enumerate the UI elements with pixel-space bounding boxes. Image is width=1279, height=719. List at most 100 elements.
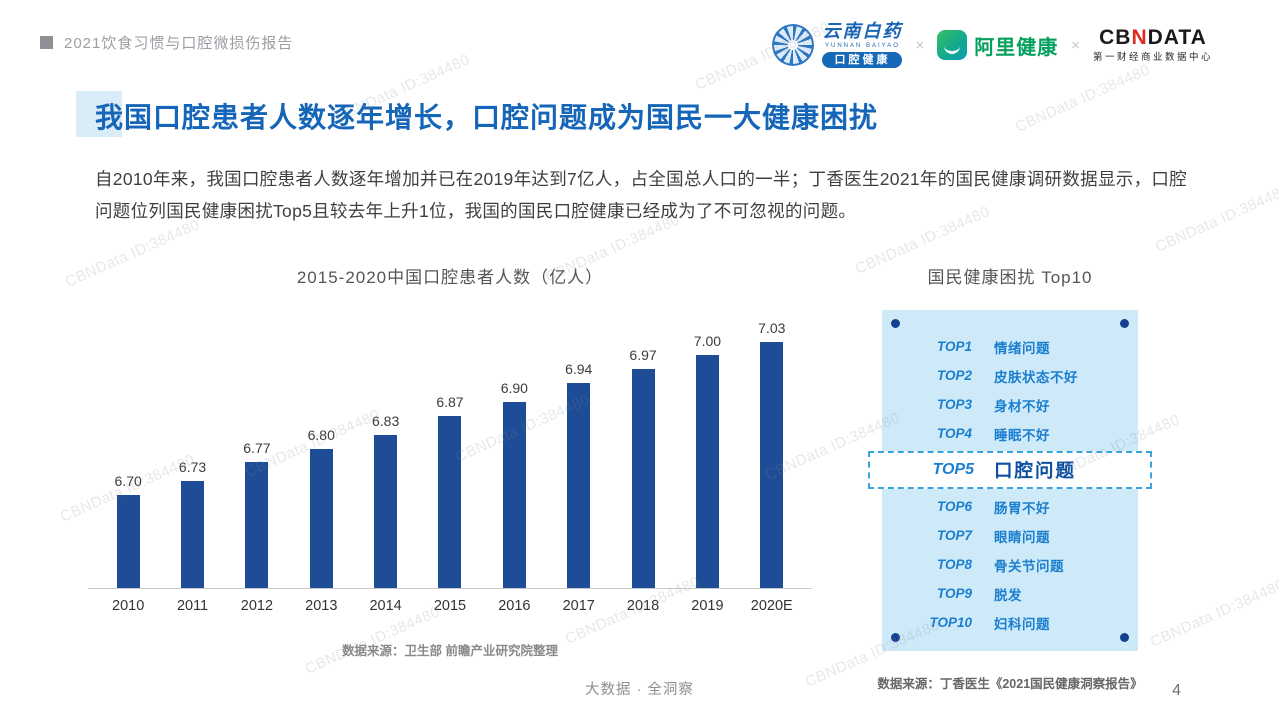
top10-label: 口腔问题 xyxy=(994,460,1077,481)
bar-category-label: 2020E xyxy=(750,598,793,614)
top10-label: 妇科问题 xyxy=(994,616,1050,632)
footer-tagline: 大数据 · 全洞察 xyxy=(585,682,694,698)
bar xyxy=(116,495,140,588)
top10-label: 眼睛问题 xyxy=(994,529,1050,545)
bar xyxy=(438,416,462,588)
bar-column: 6.77 xyxy=(225,440,289,588)
bar-category-label: 2015 xyxy=(433,598,467,614)
top10-rank: TOP8 xyxy=(936,557,972,572)
top10-label: 情绪问题 xyxy=(994,340,1050,356)
top10-label: 身材不好 xyxy=(994,398,1050,414)
top10-rank: TOP7 xyxy=(936,528,972,543)
bar-column: 6.97 xyxy=(611,347,675,588)
corner-dot-icon xyxy=(891,633,900,642)
bar-column: 7.00 xyxy=(675,333,739,588)
top10-row: TOP4 睡眠不好 xyxy=(882,419,1138,448)
bar-value-label: 6.83 xyxy=(371,413,400,429)
top10-row: TOP1 情绪问题 xyxy=(882,332,1138,361)
report-header: 2021饮食习惯与口腔微损伤报告 xyxy=(40,32,293,53)
yunnan-baiyao-text: 云南白药 YUNNAN BAIYAO 口腔健康 xyxy=(822,21,903,69)
top10-rank: TOP9 xyxy=(936,586,972,601)
bar-category-label: 2017 xyxy=(562,598,595,614)
top10-row-highlight: TOP5 口腔问题 xyxy=(868,451,1152,489)
watermark-text: CBNData ID:384480 xyxy=(1147,576,1279,651)
logo-separator: × xyxy=(1071,36,1080,54)
top10-section: 国民健康困扰 Top10 TOP1 情绪问题 TOP2 皮肤状态不好 TOP3 身材不好 T… xyxy=(868,263,1152,692)
bar-category-label: 2012 xyxy=(240,598,274,614)
bar-value-label: 6.70 xyxy=(114,473,142,489)
bar-category-label: 2014 xyxy=(369,598,402,614)
bar xyxy=(695,355,719,588)
top10-list: TOP1 情绪问题 TOP2 皮肤状态不好 TOP3 身材不好 TOP4 睡眠不好 TOP5 口腔… xyxy=(868,332,1152,637)
bar-category-label: 2016 xyxy=(498,598,531,614)
bar-value-label: 6.80 xyxy=(307,427,335,443)
yunnan-baiyao-flower-icon xyxy=(772,23,815,66)
top10-row: TOP8 骨关节问题 xyxy=(882,550,1138,579)
top10-label: 睡眠不好 xyxy=(994,427,1050,443)
bar-value-label: 6.97 xyxy=(629,347,657,363)
top10-row: TOP2 皮肤状态不好 xyxy=(882,361,1138,390)
corner-dot-icon xyxy=(1120,633,1129,642)
yunnan-baiyao-logo: 云南白药 YUNNAN BAIYAO 口腔健康 xyxy=(772,21,903,69)
top10-rank: TOP10 xyxy=(929,615,972,630)
bar-chart-title: 2015-2020中国口腔患者人数（亿人） xyxy=(296,268,604,287)
logo-separator: × xyxy=(915,36,925,54)
top10-rank: TOP5 xyxy=(932,461,975,478)
yunnan-baiyao-en: YUNNAN BAIYAO xyxy=(825,42,900,49)
cbndata-name: CBNDATA xyxy=(1099,26,1207,50)
bar-value-label: 6.90 xyxy=(500,380,528,396)
report-title: 2021饮食习惯与口腔微损伤报告 xyxy=(64,35,294,52)
title-block: 我国口腔患者人数逐年增长，口腔问题成为国民一大健康困扰 xyxy=(76,91,879,137)
top10-row: TOP6 肠胃不好 xyxy=(882,492,1138,521)
bar xyxy=(502,402,526,588)
header-square-icon xyxy=(40,36,53,49)
bar-chart-categories: 2010 2011 2012 2013 2014 2015 2016 2017 2018 2019… xyxy=(88,598,812,614)
bar-column: 6.94 xyxy=(547,361,611,588)
bar-value-label: 6.73 xyxy=(178,459,207,475)
top10-source: 数据来源：丁香医生《2021国民健康洞察报告》 xyxy=(877,677,1143,691)
bar xyxy=(567,383,591,588)
bar-value-label: 6.94 xyxy=(565,361,593,377)
bar xyxy=(245,462,269,588)
top10-rank: TOP4 xyxy=(936,426,972,441)
bar-value-label: 6.77 xyxy=(243,440,271,456)
ali-health-icon xyxy=(937,30,968,60)
bar-column: 6.80 xyxy=(289,427,353,588)
top10-row: TOP3 身材不好 xyxy=(882,390,1138,419)
corner-dot-icon xyxy=(1120,319,1129,328)
bar-chart-source: 数据来源：卫生部 前瞻产业研究院整理 xyxy=(342,644,558,658)
bar-chart-plot: 6.70 6.73 6.77 6.80 6.83 6.87 6.90 6.94 6.97 7.00… xyxy=(88,294,812,589)
bar-column: 6.83 xyxy=(353,413,417,588)
top10-label: 肠胃不好 xyxy=(994,500,1050,516)
page-number: 4 xyxy=(1172,682,1181,699)
bar-column: 6.70 xyxy=(96,473,160,588)
bar-value-label: 7.00 xyxy=(693,333,722,349)
top10-rank: TOP6 xyxy=(936,499,972,514)
bar xyxy=(181,481,205,588)
bar-chart-section: 2015-2020中国口腔患者人数（亿人） 6.70 6.73 6.77 6.80 6.… xyxy=(88,263,812,659)
bar-value-label: 6.87 xyxy=(436,394,464,410)
bar xyxy=(309,449,333,588)
top10-row: TOP9 脱发 xyxy=(882,579,1138,608)
top10-panel: TOP1 情绪问题 TOP2 皮肤状态不好 TOP3 身材不好 TOP4 睡眠不好 TOP5 口腔… xyxy=(868,310,1152,651)
top10-row: TOP7 眼睛问题 xyxy=(882,521,1138,550)
top10-row: TOP10 妇科问题 xyxy=(882,608,1138,637)
bar-category-label: 2010 xyxy=(112,598,145,614)
top10-label: 骨关节问题 xyxy=(994,558,1064,574)
bar-category-label: 2019 xyxy=(691,598,724,614)
cbndata-accent-letter: N xyxy=(1131,26,1148,50)
title-accent-square xyxy=(76,91,122,137)
bar-category-label: 2013 xyxy=(305,598,338,614)
cbndata-subtitle: 第一财经商业数据中心 xyxy=(1092,51,1213,63)
top10-label: 皮肤状态不好 xyxy=(994,369,1078,385)
top10-rank: TOP2 xyxy=(936,368,972,383)
top10-rank: TOP3 xyxy=(936,397,972,412)
logo-bar: 云南白药 YUNNAN BAIYAO 口腔健康 × 阿里健康 × CBNDATA… xyxy=(772,14,1213,76)
bar-column: 6.73 xyxy=(160,459,224,588)
ali-health-name: 阿里健康 xyxy=(974,36,1059,59)
bar-value-label: 7.03 xyxy=(758,320,786,336)
bar-column: 7.03 xyxy=(740,320,804,588)
ali-health-logo: 阿里健康 xyxy=(937,30,1058,60)
top10-title: 国民健康困扰 Top10 xyxy=(927,268,1093,287)
page-title: 我国口腔患者人数逐年增长，口腔问题成为国民一大健康困扰 xyxy=(95,102,879,133)
